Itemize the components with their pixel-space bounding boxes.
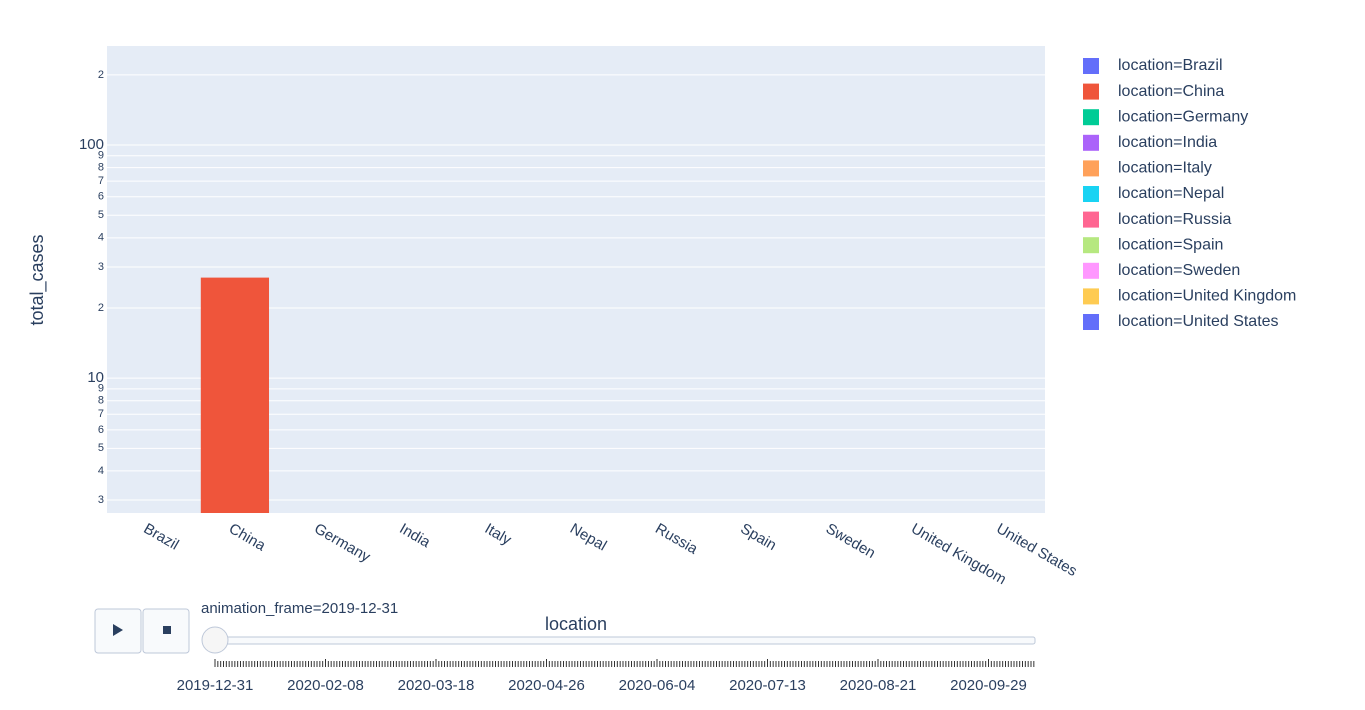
legend-label[interactable]: location=United States <box>1118 313 1279 330</box>
y-tick-label: 5 <box>98 209 104 221</box>
y-tick-label: 7 <box>98 175 104 187</box>
y-tick-label: 100 <box>79 136 104 153</box>
y-tick-label: 9 <box>98 150 104 162</box>
legend-label[interactable]: location=Nepal <box>1118 185 1224 202</box>
legend-swatch <box>1083 58 1099 74</box>
y-tick-label: 4 <box>98 232 104 244</box>
legend-label[interactable]: location=Brazil <box>1118 57 1223 74</box>
slider-handle[interactable] <box>201 626 229 654</box>
y-tick-label: 5 <box>98 442 104 454</box>
slider-tick-label[interactable]: 2020-09-29 <box>950 677 1027 694</box>
legend-swatch <box>1083 262 1099 279</box>
x-axis-title: location <box>545 614 607 634</box>
x-tick-label: United Kingdom <box>908 520 1009 588</box>
y-tick-label: 10 <box>87 369 104 386</box>
legend-label[interactable]: location=Russia <box>1118 211 1232 228</box>
x-tick-label: Spain <box>738 520 780 554</box>
y-tick-label: 3 <box>98 494 104 506</box>
bar <box>200 277 270 513</box>
slider-ticks: 2019-12-31 2020-02-08 2020-03-18 2020-04-26… <box>177 659 1035 694</box>
x-tick-label: Brazil <box>141 520 182 553</box>
legend-label[interactable]: location=Sweden <box>1118 262 1240 279</box>
legend-label[interactable]: location=Spain <box>1118 236 1223 253</box>
legend-swatch <box>1083 237 1099 254</box>
x-tick-label: China <box>226 520 269 555</box>
play-button[interactable] <box>94 608 142 654</box>
x-tick-label: Sweden <box>823 520 878 562</box>
legend-swatch <box>1083 134 1099 151</box>
x-tick-label: Russia <box>652 520 701 558</box>
legend-label[interactable]: location=China <box>1118 83 1224 100</box>
x-tick-label: India <box>396 520 433 551</box>
y-tick-label: 3 <box>98 261 104 273</box>
slider-tick-label[interactable]: 2020-06-04 <box>619 677 696 694</box>
y-tick-label: 2 <box>98 302 104 314</box>
x-tick-label: Germany <box>311 520 373 566</box>
legend-label[interactable]: location=Italy <box>1118 160 1212 177</box>
slider-current-label: animation_frame=2019-12-31 <box>201 600 398 617</box>
legend-swatch <box>1083 211 1099 228</box>
y-tick-label: 6 <box>98 191 104 203</box>
y-tick-label: 6 <box>98 424 104 436</box>
slider-tick-label[interactable]: 2020-03-18 <box>398 677 475 694</box>
legend-label[interactable]: location=Germany <box>1118 108 1248 125</box>
legend-swatch <box>1083 314 1099 330</box>
y-tick-label: 8 <box>98 162 104 174</box>
slider-tick-label[interactable]: 2020-04-26 <box>508 677 585 694</box>
legend-swatch <box>1083 288 1099 305</box>
slider-tick-label[interactable]: 2020-07-13 <box>729 677 806 694</box>
legend-swatch <box>1083 109 1099 126</box>
y-axis-title: total_cases <box>27 234 48 325</box>
y-tick-label: 2 <box>98 69 104 81</box>
legend-swatch <box>1083 186 1099 202</box>
legend-label[interactable]: location=India <box>1118 134 1217 151</box>
y-tick-label: 4 <box>98 465 104 477</box>
y-tick-label: 8 <box>98 395 104 407</box>
play-icon <box>113 624 123 636</box>
legend-swatch <box>1083 160 1099 177</box>
stop-button[interactable] <box>142 608 190 654</box>
legend-swatch <box>1083 83 1099 100</box>
slider-tick-label[interactable]: 2019-12-31 <box>177 677 254 694</box>
y-tick-label: 7 <box>98 408 104 420</box>
slider-tick-label[interactable]: 2020-08-21 <box>840 677 917 694</box>
y-tick-label: 9 <box>98 383 104 395</box>
x-tick-label: Nepal <box>567 520 609 554</box>
x-tick-label: Italy <box>482 520 515 549</box>
stop-icon <box>163 626 171 634</box>
slider-tick-label[interactable]: 2020-02-08 <box>287 677 364 694</box>
legend-label[interactable]: location=United Kingdom <box>1118 288 1296 305</box>
slider-rail[interactable] <box>214 636 1036 645</box>
